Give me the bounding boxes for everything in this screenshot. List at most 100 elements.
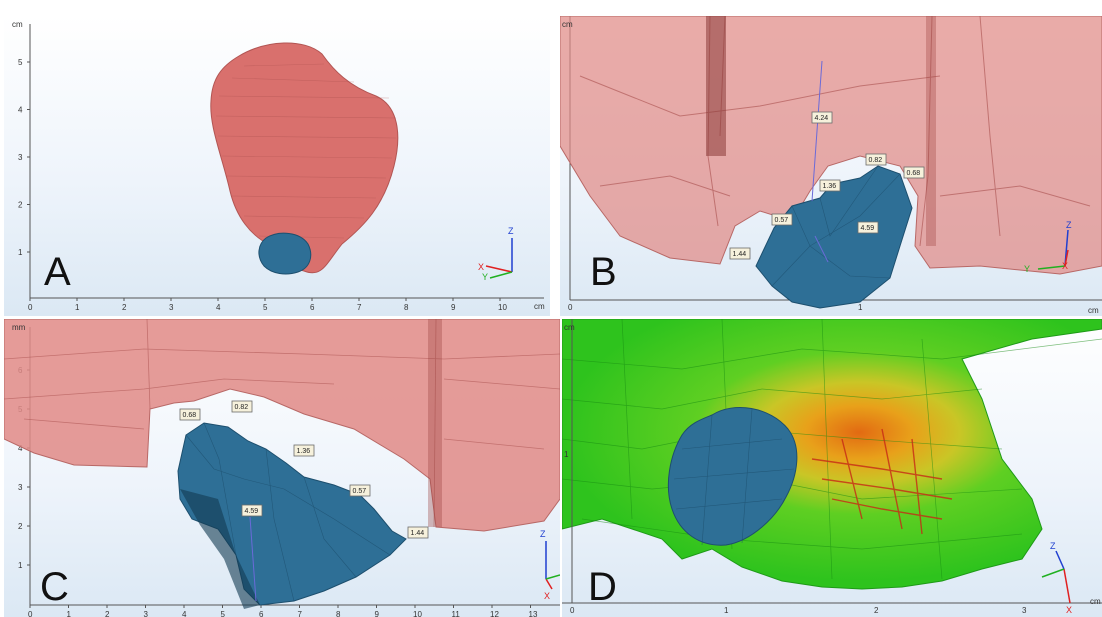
tumor-facets [185, 422, 391, 602]
x-tick-label: 10 [498, 303, 507, 312]
panel-letter: B [590, 250, 617, 294]
y-tick-label: 1 [18, 248, 23, 257]
x-tick-label: 6 [259, 610, 264, 617]
x-axis-ticks: 0 1 2 3 4 5 6 7 8 9 10 [28, 298, 507, 312]
x-tick-label: 11 [452, 610, 461, 617]
y-axis-unit: cm [564, 323, 575, 332]
orientation-axes: Z X [540, 529, 560, 601]
y-axis-unit: cm [12, 20, 23, 29]
y-tick-label: 1 [18, 561, 23, 570]
axis-z-label: Z [1050, 541, 1056, 551]
x-tick-1: 1 [858, 303, 863, 312]
svg-text:1.44: 1.44 [733, 251, 747, 258]
x-tick-label: 1 [67, 610, 72, 617]
tumor-mesh [258, 232, 312, 275]
x-tick-label: 0 [28, 303, 33, 312]
axis-x-label: X [1066, 605, 1072, 615]
measurement-label: 4.24 [811, 111, 833, 124]
heatmap-hot-region [811, 428, 953, 535]
x-tick-3: 3 [1022, 606, 1027, 615]
y-tick-label: 2 [18, 201, 23, 210]
svg-text:0.82: 0.82 [869, 157, 883, 164]
x-tick-label: 12 [490, 610, 499, 617]
y-tick-1: 1 [564, 450, 569, 459]
axis-z-label: Z [540, 529, 546, 539]
measurement-label: 0.57 [771, 213, 793, 226]
x-tick-label: 1 [75, 303, 80, 312]
svg-text:4.59: 4.59 [861, 225, 875, 232]
measurement-label: 4.59 [241, 504, 263, 517]
measurement-label: 4.59 [857, 221, 879, 234]
x-axis-unit: cm [534, 302, 545, 311]
svg-text:0.57: 0.57 [775, 217, 789, 224]
y-tick-label: 5 [18, 58, 23, 67]
measurement-label: 1.44 [729, 247, 751, 260]
svg-text:4.24: 4.24 [815, 115, 829, 122]
axis-z-label: Z [1066, 220, 1072, 230]
tumor-facets [771, 165, 901, 287]
measurement-label: 1.36 [293, 444, 315, 457]
x-tick-label: 9 [375, 610, 380, 617]
panel-b: 0 1 4.24 0.82 1.36 0.68 0.57 4.59 1.44 [560, 16, 1102, 316]
x-tick-label: 5 [221, 610, 226, 617]
measurement-line [814, 235, 829, 263]
x-tick-label: 7 [357, 303, 362, 312]
tissue-mesh-texture [215, 63, 397, 239]
x-tick-label: 9 [451, 303, 456, 312]
y-tick-label: 3 [18, 483, 23, 492]
panel-letter: C [40, 565, 69, 609]
tumor-texture [673, 408, 795, 546]
y-axis-unit: cm [562, 20, 573, 29]
x-axis-unit: cm [1088, 306, 1099, 315]
y-tick-label: 4 [18, 444, 23, 453]
measurement-label: 0.57 [349, 484, 371, 497]
measurement-line [249, 516, 257, 602]
tissue-mesh [210, 42, 399, 274]
x-tick-label: 10 [413, 610, 422, 617]
y-axis-unit: mm [12, 323, 26, 332]
panel-a-viewport: 0 1 2 3 4 5 6 7 8 9 10 1 2 3 4 5 Z X Y [18, 24, 544, 312]
tissue-fissure [706, 16, 726, 156]
x-tick-label: 3 [144, 610, 149, 617]
axis-x-label: X [544, 591, 550, 601]
heatmap-surface [562, 319, 1102, 590]
svg-text:0.57: 0.57 [353, 488, 367, 495]
x-tick-label: 2 [122, 303, 127, 312]
heatmap-texture [562, 319, 1102, 580]
y-tick-label: 4 [18, 106, 23, 115]
measurement-label: 0.68 [903, 166, 925, 179]
measurement-label: 1.44 [407, 526, 429, 539]
y-tick-label: 2 [18, 522, 23, 531]
tumor-mesh [667, 407, 798, 546]
x-tick-label: 13 [529, 610, 538, 617]
x-axis-unit: cm [1090, 597, 1101, 606]
measurement-label: 1.36 [819, 179, 841, 192]
orientation-axes: Z X Y [478, 226, 514, 282]
measurement-label: 0.82 [231, 400, 253, 413]
svg-text:0.68: 0.68 [183, 412, 197, 419]
x-tick-label: 7 [298, 610, 303, 617]
x-tick-label: 4 [216, 303, 221, 312]
x-tick-label: 3 [169, 303, 174, 312]
x-tick-label: 2 [105, 610, 110, 617]
measurement-label: 0.68 [179, 408, 201, 421]
svg-text:1.36: 1.36 [297, 448, 311, 455]
tissue-fissure [428, 319, 442, 527]
tissue-mesh [560, 16, 1102, 275]
axis-y-label: Y [482, 272, 488, 282]
tissue-fissure [926, 16, 936, 246]
axis-x-label: X [1062, 261, 1068, 271]
panel-d-viewport: 0 1 2 3 1 Z X [562, 319, 1102, 615]
tissue-folds [4, 319, 560, 528]
x-tick-1: 1 [724, 606, 729, 615]
svg-text:0.68: 0.68 [907, 170, 921, 177]
x-tick-label: 0 [28, 610, 33, 617]
x-tick-0: 0 [570, 606, 575, 615]
orientation-axes: Z X [1041, 541, 1072, 615]
x-tick-label: 8 [336, 610, 341, 617]
measurement-label: 0.82 [865, 153, 887, 166]
y-tick-label: 3 [18, 153, 23, 162]
svg-text:1.44: 1.44 [411, 530, 425, 537]
